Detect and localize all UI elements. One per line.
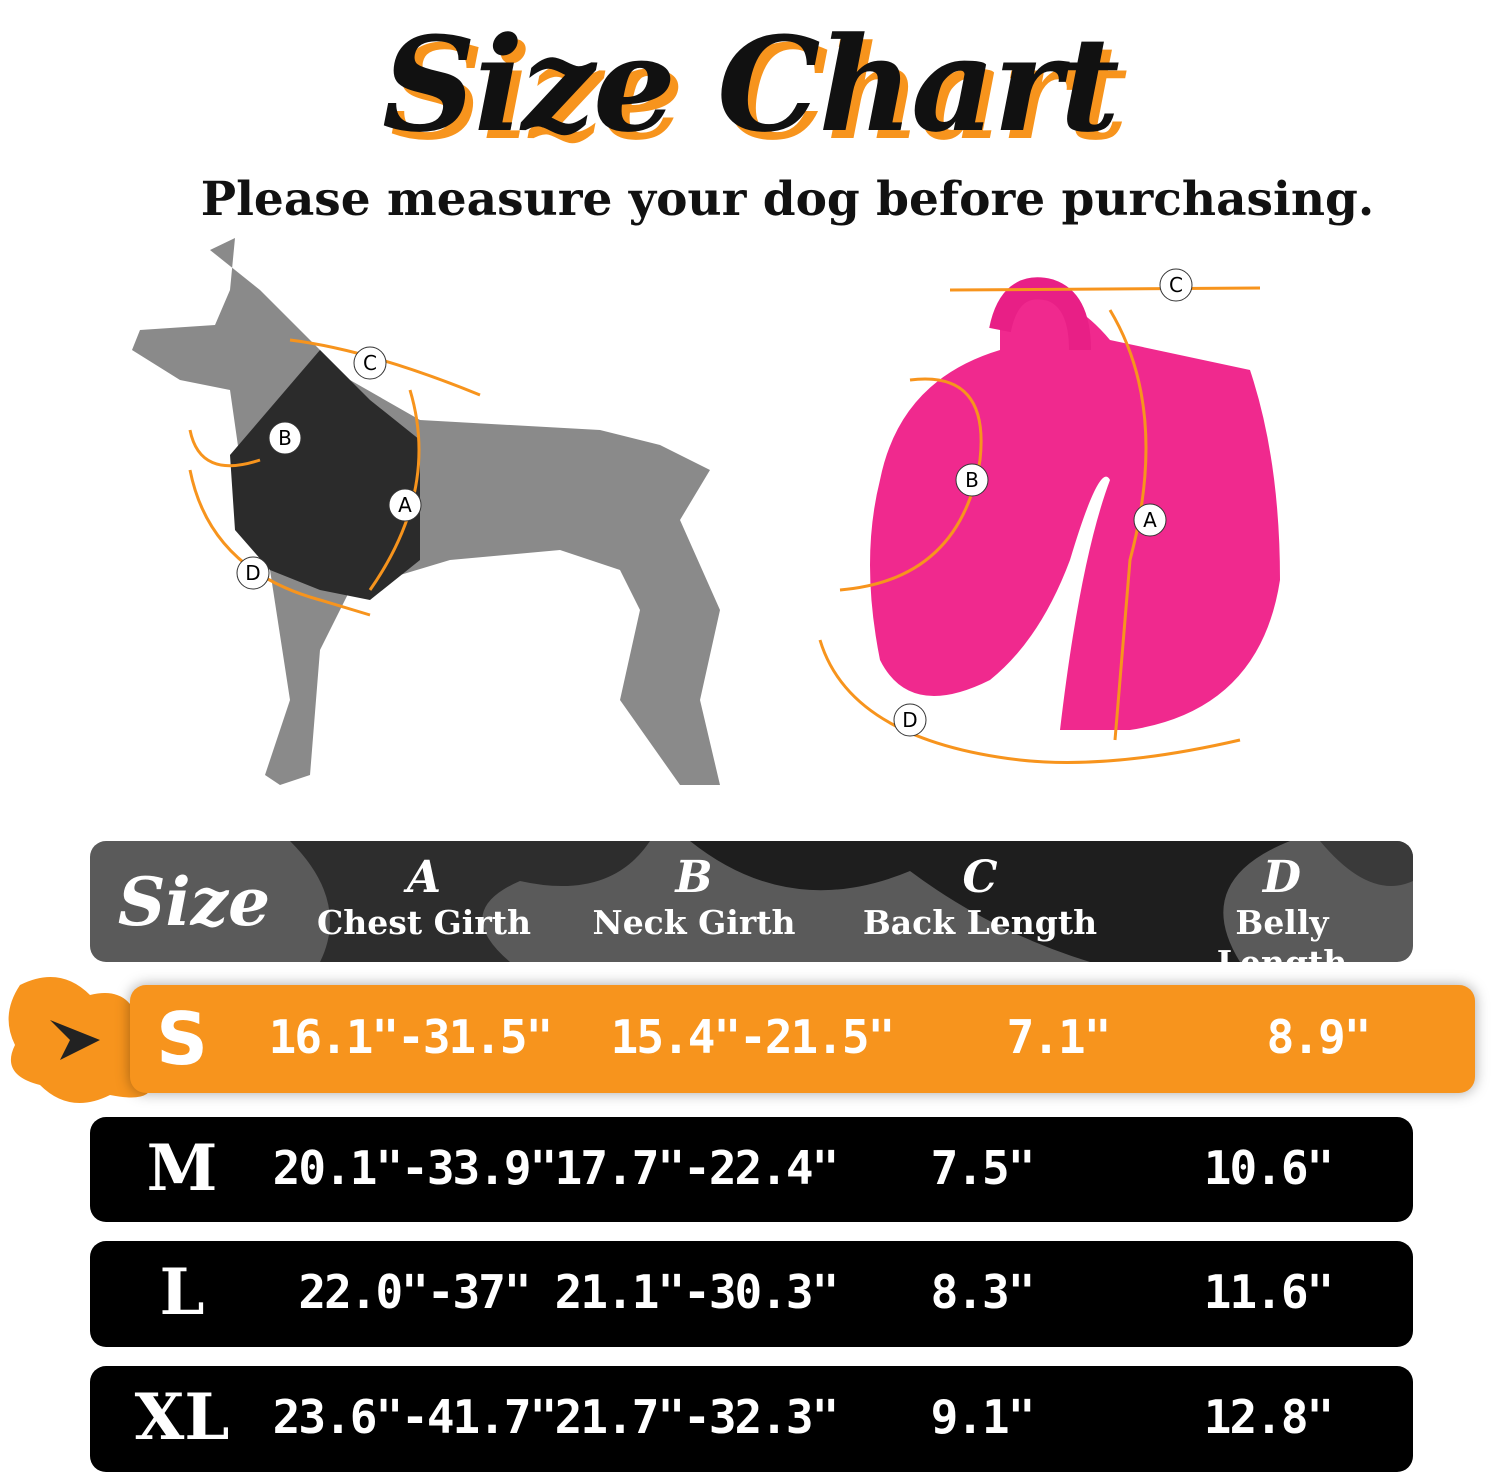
size-header: Size xyxy=(117,863,271,941)
column-header-c: C Back Length xyxy=(862,852,1098,943)
neck-girth-cell: 17.7"-22.4" xyxy=(554,1141,840,1195)
marker-a: A xyxy=(1143,508,1157,532)
table-row-l: L 22.0"-37" 21.1"-30.3" 8.3" 11.6" xyxy=(90,1241,1413,1347)
marker-a: A xyxy=(398,493,412,517)
size-cell: S xyxy=(156,997,208,1081)
belly-length-cell: 12.8" xyxy=(1203,1390,1334,1444)
marker-c: C xyxy=(363,351,377,375)
column-header-b: B Neck Girth xyxy=(592,852,796,943)
marker-b: B xyxy=(278,426,292,450)
subtitle: Please measure your dog before purchasin… xyxy=(200,172,1375,227)
back-length-cell: 7.1" xyxy=(1006,1010,1112,1064)
marker-c: C xyxy=(1169,273,1183,297)
harness-diagram: A B C D xyxy=(818,268,1280,764)
chest-girth-cell: 23.6"-41.7" xyxy=(272,1390,558,1444)
table-row-m: M 20.1"-33.9" 17.7"-22.4" 7.5" 10.6" xyxy=(90,1117,1413,1222)
splash-arrow-icon xyxy=(8,977,161,1103)
marker-b: B xyxy=(965,468,979,492)
neck-girth-cell: 15.4"-21.5" xyxy=(610,1010,896,1064)
belly-length-cell: 10.6" xyxy=(1203,1141,1334,1195)
neck-girth-cell: 21.1"-30.3" xyxy=(554,1265,840,1319)
size-cell: XL xyxy=(134,1380,230,1455)
table-row-xl: XL 23.6"-41.7" 21.7"-32.3" 9.1" 12.8" xyxy=(90,1366,1413,1472)
harness-on-dog xyxy=(230,350,420,600)
page-title: Size Chart xyxy=(382,8,1120,161)
dog-diagram: A B C D xyxy=(132,238,720,785)
chest-girth-cell: 22.0"-37" xyxy=(298,1265,531,1319)
harness-body xyxy=(870,295,1280,730)
back-length-cell: 8.3" xyxy=(930,1265,1036,1319)
marker-d: D xyxy=(902,708,917,732)
back-length-cell: 7.5" xyxy=(930,1141,1036,1195)
column-header-a: A Chest Girth xyxy=(317,852,531,943)
chest-girth-cell: 20.1"-33.9" xyxy=(272,1141,558,1195)
neck-girth-cell: 21.7"-32.3" xyxy=(554,1390,840,1444)
column-header-d: D Belly Length xyxy=(1217,852,1348,963)
table-row-s: S 16.1"-31.5" 15.4"-21.5" 7.1" 8.9" xyxy=(130,985,1475,1093)
chest-girth-cell: 16.1"-31.5" xyxy=(268,1010,554,1064)
marker-d: D xyxy=(245,561,260,585)
back-length-cell: 9.1" xyxy=(930,1390,1036,1444)
belly-length-cell: 8.9" xyxy=(1266,1010,1372,1064)
size-cell: M xyxy=(146,1131,218,1206)
table-header: Size A Chest Girth B Neck Girth C Back L… xyxy=(90,841,1413,962)
size-cell: L xyxy=(159,1255,205,1330)
dog-silhouette xyxy=(132,238,720,785)
diagram-markers: A B C D xyxy=(236,346,422,590)
camo-pattern xyxy=(290,841,1413,962)
belly-length-cell: 11.6" xyxy=(1203,1265,1334,1319)
